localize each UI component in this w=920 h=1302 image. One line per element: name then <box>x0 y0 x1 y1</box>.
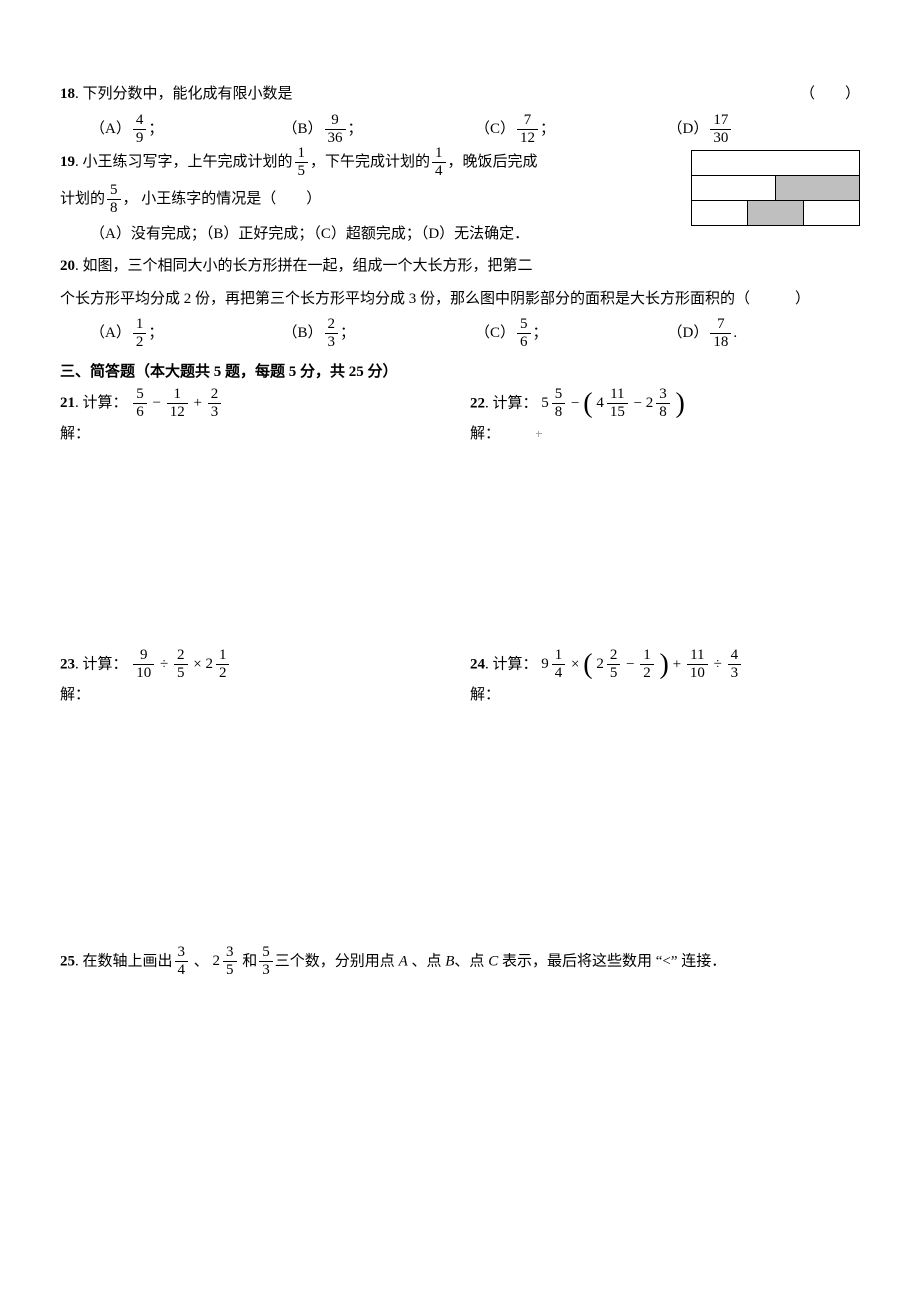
fraction: 936 <box>325 113 346 146</box>
q25-number: 25 <box>60 953 75 969</box>
fraction: 25 <box>174 648 188 681</box>
q18-stem: . 下列分数中，能化成有限小数是 <box>75 86 293 102</box>
mixed-number: 558 <box>541 387 567 420</box>
q19-number: 19 <box>60 153 75 169</box>
question-21: 21. 计算： 56 − 112 + 23 解： <box>60 387 450 449</box>
q20-number: 20 <box>60 258 75 274</box>
fraction: 712 <box>517 113 538 146</box>
q24-solution-label: 解： <box>470 681 860 710</box>
left-paren-icon: ( <box>583 387 592 418</box>
q18-options: （A）49； （B）936； （C）712； （D）1730 <box>90 113 860 146</box>
mixed-number: 212 <box>205 648 231 681</box>
q20-figure <box>691 150 860 226</box>
mixed-number: 914 <box>541 648 567 681</box>
rectangle-diagram <box>691 150 860 226</box>
mixed-number: 235 <box>213 945 239 978</box>
mixed-number: 41115 <box>596 387 630 420</box>
fraction: 34 <box>175 945 189 978</box>
fraction: 112 <box>167 387 188 420</box>
q18-number: 18 <box>60 86 75 102</box>
q24-number: 24 <box>470 656 485 672</box>
fraction: 56 <box>517 317 531 350</box>
fraction: 910 <box>133 648 154 681</box>
fraction: 718 <box>710 317 731 350</box>
question-20: 20. 如图，三个相同大小的长方形拼在一起，组成一个大长方形，把第二 <box>60 252 860 281</box>
q20-opt-d: （D）718. <box>668 317 861 350</box>
q20-opt-a: （A）12； <box>90 317 283 350</box>
question-18: 18. 下列分数中，能化成有限小数是 （ ） <box>60 80 860 109</box>
fraction: 58 <box>107 183 121 216</box>
q22-solution-label: 解： <box>470 426 500 442</box>
q20-opt-b: （B）23； <box>283 317 476 350</box>
q23-number: 23 <box>60 656 75 672</box>
fraction: 53 <box>259 945 273 978</box>
question-20-line2: 个长方形平均分成 2 份，再把第三个长方形平均分成 3 份，那么图中阴影部分的面… <box>60 285 860 314</box>
fraction: 43 <box>728 648 742 681</box>
q23-solution-label: 解： <box>60 681 450 710</box>
fraction: 1730 <box>710 113 731 146</box>
fraction: 23 <box>325 317 339 350</box>
question-24: 24. 计算： 914 × ( 225 − 12 ) + 1110 ÷ 43 解… <box>470 648 860 710</box>
q21-solution-label: 解： <box>60 420 450 449</box>
q21-number: 21 <box>60 394 75 410</box>
row-q21-q22: 21. 计算： 56 − 112 + 23 解： 22. 计算： 558 − (… <box>60 387 860 449</box>
point-c: C <box>488 953 498 969</box>
fraction: 14 <box>432 146 446 179</box>
right-paren-icon: ) <box>660 649 669 680</box>
fraction: 1110 <box>687 648 708 681</box>
q18-opt-c: （C）712； <box>475 113 668 146</box>
q18-blank: （ ） <box>800 80 860 109</box>
q18-opt-b: （B）936； <box>283 113 476 146</box>
question-22: 22. 计算： 558 − ( 41115 − 238 ) 解： <box>470 387 860 449</box>
workspace-21-22 <box>60 448 860 648</box>
question-25: 25. 在数轴上画出34 、 235 和53三个数，分别用点 A 、点 B、点 … <box>60 945 860 978</box>
fraction: 49 <box>133 113 147 146</box>
q18-opt-d: （D）1730 <box>668 113 861 146</box>
cursor-marker-icon <box>534 429 544 439</box>
left-paren-icon: ( <box>583 649 592 680</box>
point-a: A <box>399 953 408 969</box>
row-q23-q24: 23. 计算： 910 ÷ 25 × 212 解： 24. 计算： 914 × … <box>60 648 860 710</box>
mixed-number: 238 <box>646 387 672 420</box>
q20-opt-c: （C）56； <box>475 317 668 350</box>
q22-number: 22 <box>470 395 485 411</box>
section-3-title: 三、简答题（本大题共 5 题，每题 5 分，共 25 分） <box>60 358 860 387</box>
fraction: 15 <box>295 146 309 179</box>
right-paren-icon: ) <box>676 387 685 418</box>
mixed-number: 225 <box>596 648 622 681</box>
fraction: 23 <box>208 387 222 420</box>
question-23: 23. 计算： 910 ÷ 25 × 212 解： <box>60 648 450 710</box>
q20-options: （A）12； （B）23； （C）56； （D）718. <box>90 317 860 350</box>
fraction: 12 <box>640 648 654 681</box>
workspace-23-24 <box>60 710 860 945</box>
fraction: 12 <box>133 317 147 350</box>
fraction: 56 <box>133 387 147 420</box>
q18-opt-a: （A）49； <box>90 113 283 146</box>
